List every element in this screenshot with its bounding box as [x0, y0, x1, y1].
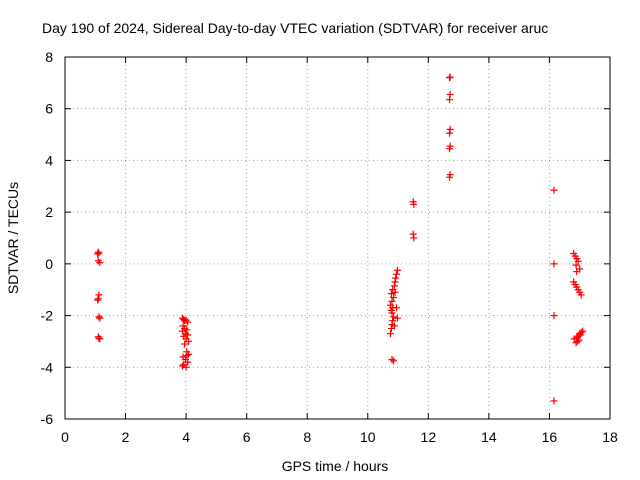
- data-point: [446, 73, 454, 81]
- data-point: [95, 249, 103, 257]
- y-tick-label: 8: [45, 49, 53, 65]
- data-point: [574, 257, 582, 265]
- y-tick-label: -4: [41, 359, 54, 375]
- data-point: [390, 357, 398, 365]
- data-point: [183, 326, 191, 334]
- data-point: [410, 234, 418, 242]
- y-tick-label: 6: [45, 101, 53, 117]
- data-point: [184, 331, 192, 339]
- data-point: [577, 291, 585, 299]
- data-point: [550, 312, 558, 320]
- data-point: [446, 125, 454, 133]
- data-point: [393, 270, 401, 278]
- data-point: [390, 322, 398, 330]
- data-point: [446, 145, 454, 153]
- data-point: [183, 352, 191, 360]
- data-point: [572, 261, 580, 269]
- data-point: [409, 230, 417, 238]
- x-tick-label: 4: [182, 429, 190, 445]
- data-points: [94, 73, 587, 405]
- data-point: [181, 340, 189, 348]
- data-point: [94, 250, 102, 258]
- data-point: [390, 282, 398, 290]
- data-point: [393, 304, 401, 312]
- data-point: [390, 313, 398, 321]
- data-point: [446, 129, 454, 137]
- data-point: [391, 288, 399, 296]
- data-point: [573, 268, 581, 276]
- data-point: [575, 336, 583, 344]
- data-point: [389, 317, 397, 325]
- data-point: [386, 330, 394, 338]
- data-point: [182, 363, 190, 371]
- data-point: [184, 358, 192, 366]
- data-point: [579, 327, 587, 335]
- chart-title: Day 190 of 2024, Sidereal Day-to-day VTE…: [42, 20, 548, 36]
- data-point: [178, 362, 186, 370]
- data-point: [550, 397, 558, 405]
- data-point: [393, 266, 401, 274]
- data-point: [550, 260, 558, 268]
- data-point: [446, 96, 454, 104]
- y-axis-label: SDTVAR / TECUs: [5, 182, 21, 294]
- data-point: [391, 278, 399, 286]
- data-point: [393, 314, 401, 322]
- data-point: [184, 318, 192, 326]
- x-tick-label: 6: [243, 429, 251, 445]
- data-point: [386, 301, 394, 309]
- data-point: [95, 291, 103, 299]
- x-tick-label: 14: [481, 429, 497, 445]
- data-point: [95, 313, 103, 321]
- data-point: [388, 297, 396, 305]
- data-point: [390, 293, 398, 301]
- data-point: [94, 295, 102, 303]
- data-point: [446, 173, 454, 181]
- data-point: [410, 200, 418, 208]
- plot-frame: [64, 56, 611, 420]
- data-point: [96, 259, 104, 267]
- x-tick-label: 10: [360, 429, 376, 445]
- x-tick-label: 8: [303, 429, 311, 445]
- data-point: [392, 274, 400, 282]
- data-point: [185, 350, 193, 358]
- y-tick-label: -6: [41, 411, 54, 427]
- y-tick-label: -2: [41, 308, 54, 324]
- grid-lines: [65, 57, 610, 419]
- x-tick-label: 18: [602, 429, 618, 445]
- x-tick-label: 0: [61, 429, 69, 445]
- x-tick-label: 16: [542, 429, 558, 445]
- x-axis-label: GPS time / hours: [282, 458, 389, 474]
- data-point: [94, 296, 102, 304]
- data-point: [576, 331, 584, 339]
- data-point: [94, 248, 102, 256]
- data-point: [550, 186, 558, 194]
- data-point: [387, 290, 395, 298]
- data-point: [96, 335, 104, 343]
- data-point: [94, 257, 102, 265]
- data-point: [96, 314, 104, 322]
- y-tick-label: 0: [45, 256, 53, 272]
- data-point: [446, 90, 454, 98]
- y-tick-label: 2: [45, 204, 53, 220]
- x-tick-label: 12: [421, 429, 437, 445]
- axis-ticks: 0 2 4 6 8 10 12 14 16 18 -6 -4 -2 0 2 4 6 8: [41, 49, 618, 445]
- y-tick-label: 4: [45, 152, 53, 168]
- x-tick-label: 2: [122, 429, 130, 445]
- data-point: [388, 356, 396, 364]
- data-point: [185, 337, 193, 345]
